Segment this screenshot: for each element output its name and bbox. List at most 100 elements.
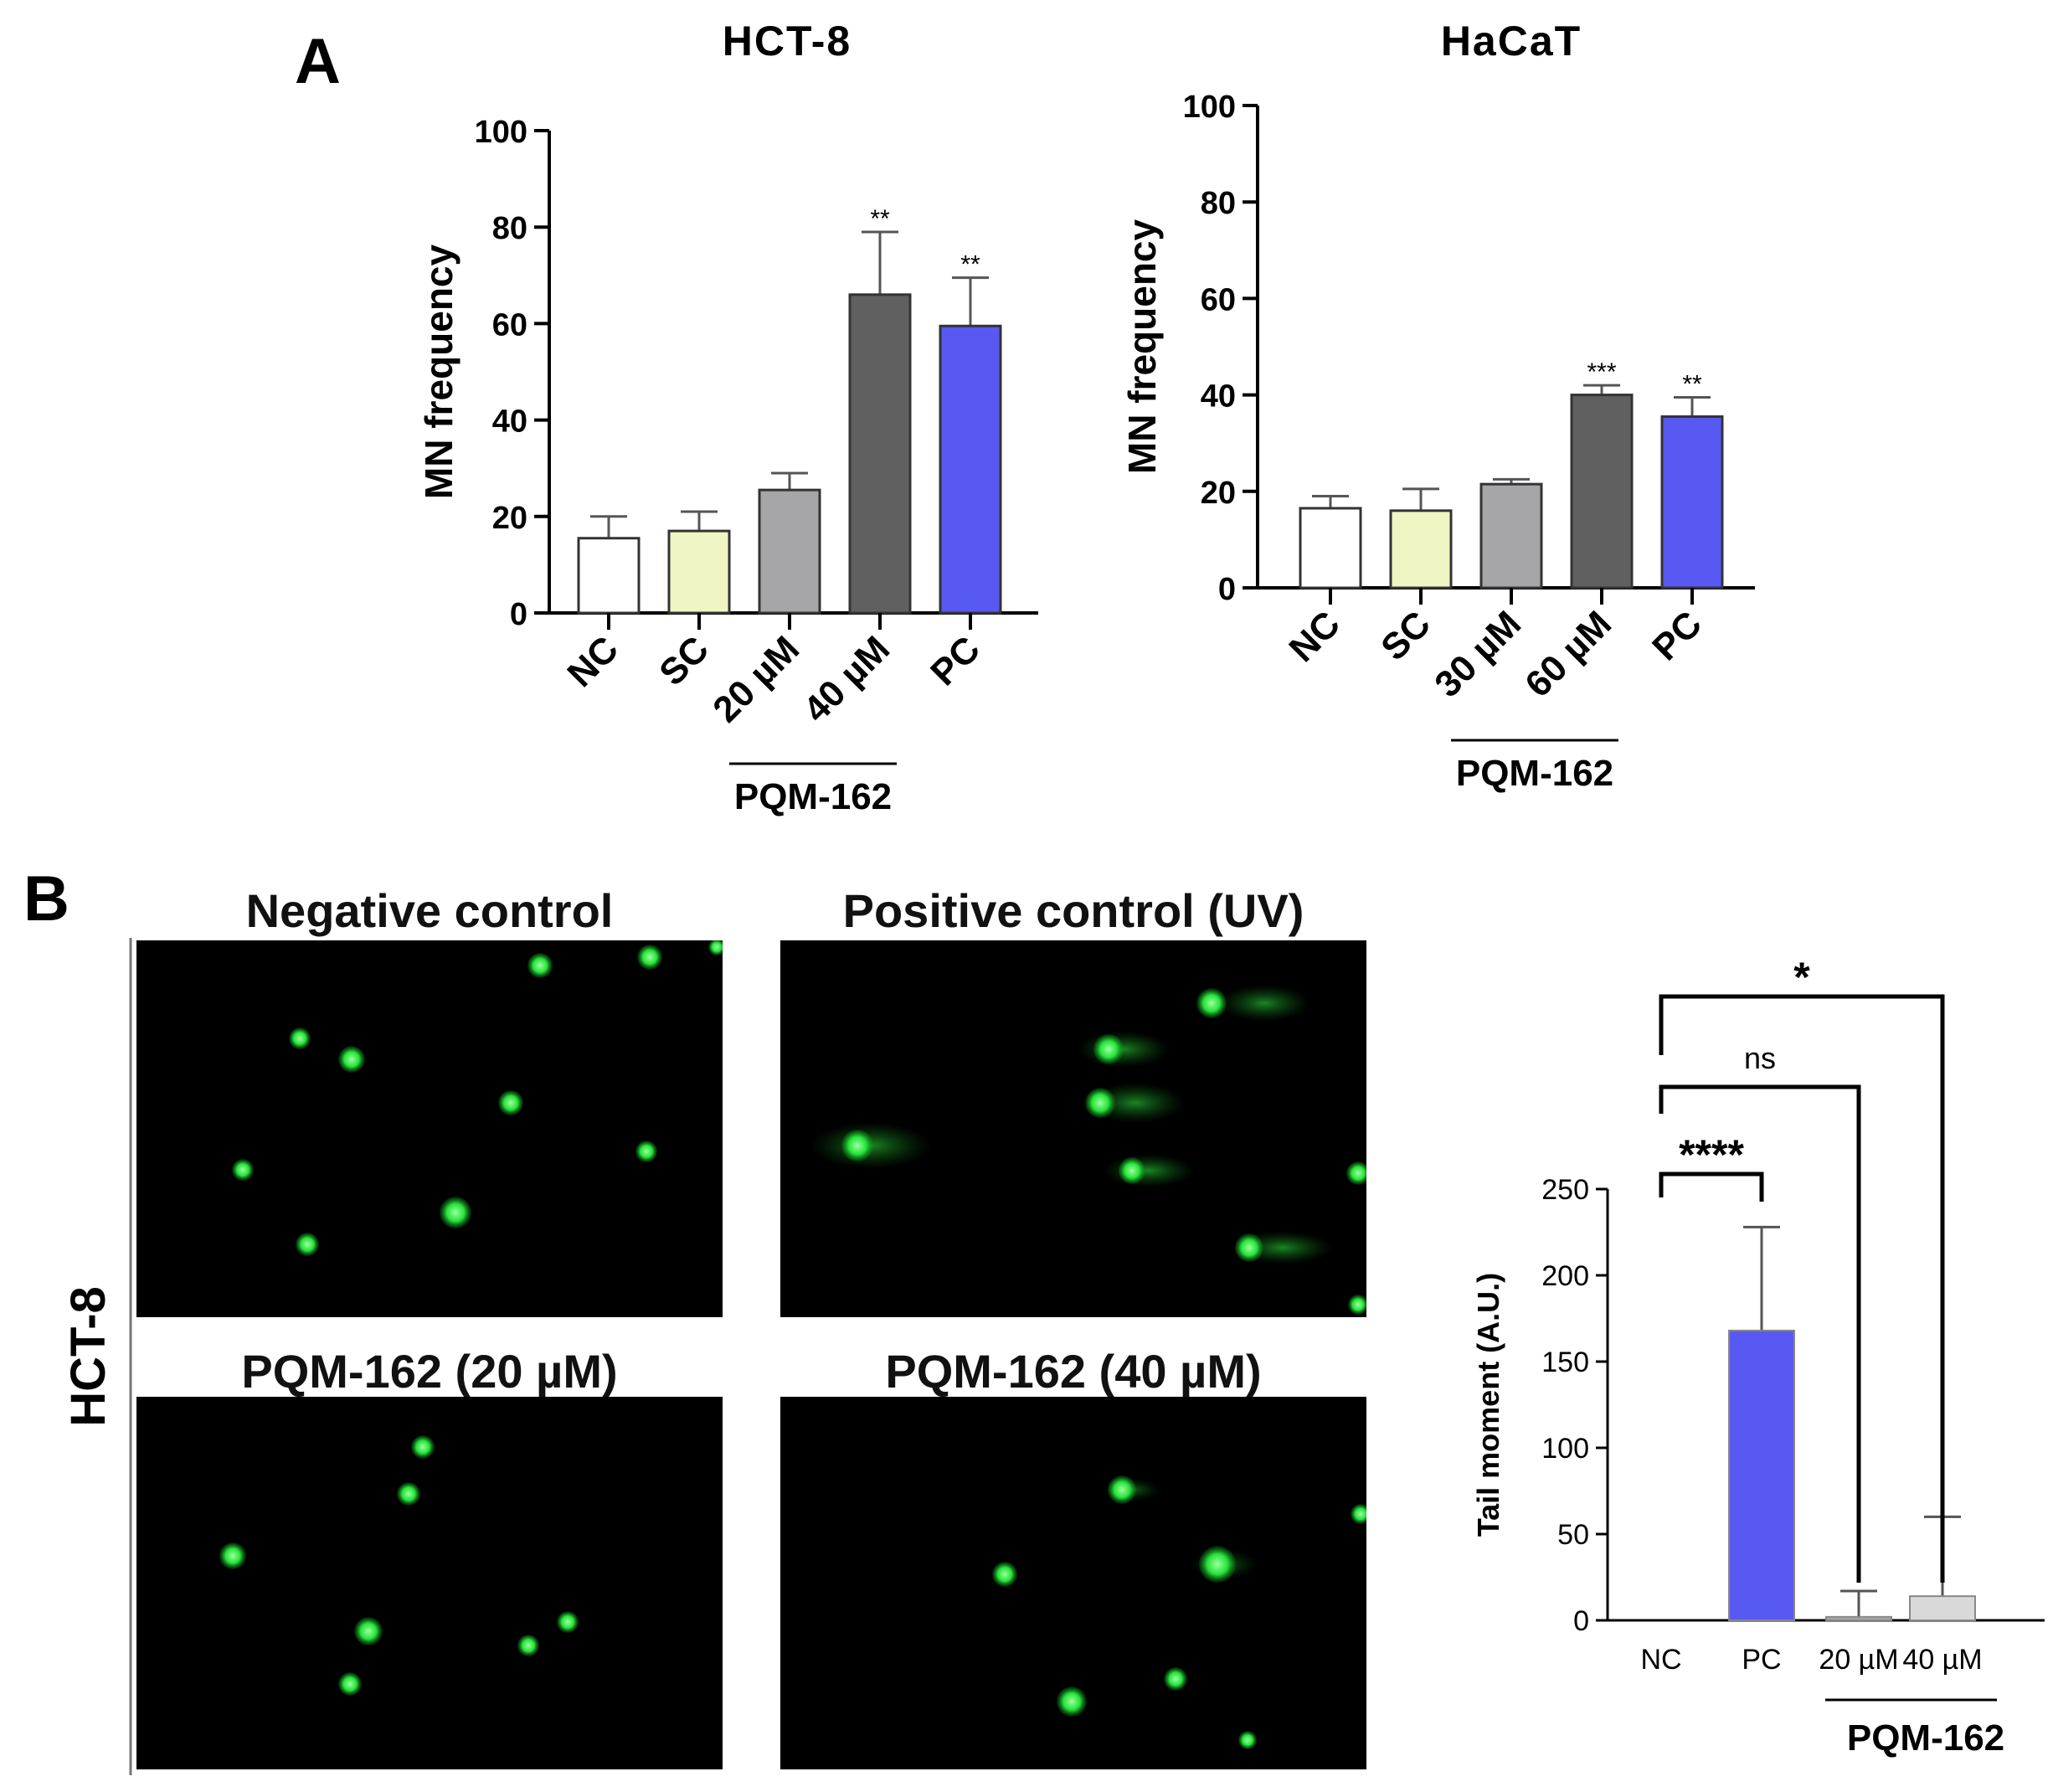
nucleus [1235, 1233, 1263, 1262]
x-tick-label: 20 µM [1819, 1644, 1898, 1676]
nucleus [354, 1617, 383, 1645]
nucleus [635, 1141, 657, 1162]
x-tick-label: PC [1742, 1644, 1781, 1676]
bar [1391, 511, 1451, 588]
nucleus [296, 1233, 319, 1256]
y-tick-label: 100 [1183, 90, 1236, 125]
nucleus [1238, 1731, 1257, 1749]
y-tick-label: 80 [492, 211, 527, 246]
nucleus [527, 953, 553, 978]
nucleus [232, 1159, 254, 1181]
x-tick-label: NC [1640, 1644, 1681, 1676]
nucleus [1348, 1295, 1366, 1315]
y-tick-label: 60 [492, 307, 527, 342]
y-axis-label: MN frequency [417, 245, 461, 500]
nucleus [498, 1090, 523, 1115]
comparison-label: * [1793, 954, 1810, 1001]
x-tick-label: PC [1644, 603, 1710, 668]
chart-title: HaCaT [1441, 18, 1582, 64]
micro-title-negative: Negative control [136, 883, 723, 938]
y-tick-label: 20 [1201, 476, 1236, 511]
comet-image-negative [136, 940, 723, 1317]
bar [1910, 1596, 1975, 1620]
comet-image-40um [780, 1397, 1366, 1769]
x-tick-label: SC [651, 628, 717, 693]
comet-tail [1218, 985, 1310, 1022]
x-tick-label: NC [1281, 603, 1348, 670]
significance-label: ** [960, 251, 980, 279]
nucleus [338, 1046, 365, 1073]
bar [1572, 395, 1632, 588]
x-tick-label: 60 µM [1517, 603, 1619, 705]
comet-image-positive [780, 940, 1366, 1317]
comet-image-20um [136, 1397, 723, 1769]
nucleus [1093, 1034, 1124, 1064]
y-tick-label: 50 [1557, 1519, 1589, 1551]
y-tick-label: 250 [1541, 1174, 1589, 1206]
nucleus [1351, 1504, 1366, 1524]
bar [1826, 1617, 1891, 1620]
bar [759, 490, 820, 613]
x-tick-label: PC [923, 628, 988, 693]
y-tick-label: 80 [1201, 186, 1236, 221]
nucleus [1085, 1088, 1115, 1118]
nucleus [841, 1130, 873, 1161]
comet-tail [1103, 1154, 1195, 1187]
y-tick-label: 150 [1541, 1347, 1589, 1378]
y-tick-label: 0 [510, 597, 527, 632]
x-tick-label: SC [1373, 603, 1438, 668]
y-tick-label: 40 [492, 404, 527, 440]
nucleus [397, 1482, 420, 1506]
y-tick-label: 0 [1218, 572, 1236, 607]
nucleus [708, 940, 723, 955]
group-label: PQM-162 [1847, 1717, 2004, 1759]
nucleus [289, 1027, 311, 1049]
nucleus [557, 1611, 579, 1633]
bar [850, 295, 910, 613]
x-tick-label: 40 µM [795, 628, 898, 730]
significance-label: *** [1587, 358, 1616, 386]
bar [579, 538, 639, 613]
nucleus [992, 1562, 1017, 1587]
significance-label: ** [1682, 370, 1702, 398]
group-label: PQM-162 [1456, 753, 1613, 794]
bar [1481, 484, 1541, 588]
nucleus [1346, 1161, 1366, 1185]
x-tick-label: 40 µM [1902, 1644, 1982, 1676]
nucleus [219, 1542, 246, 1569]
panel-letter-b: B [23, 863, 69, 935]
significance-label: ** [870, 205, 890, 233]
y-axis-label: MN frequency [1120, 219, 1164, 475]
nucleus [1057, 1686, 1087, 1717]
x-tick-label: 20 µM [705, 628, 807, 730]
comparison-label: ns [1744, 1041, 1776, 1075]
nucleus [1108, 1475, 1136, 1504]
y-tick-label: 100 [475, 115, 527, 150]
bar [669, 531, 729, 613]
bar [940, 326, 1001, 613]
micro-title-positive: Positive control (UV) [780, 883, 1366, 938]
y-tick-label: 100 [1541, 1433, 1589, 1465]
nucleus [517, 1635, 539, 1656]
comparison-label: **** [1679, 1131, 1744, 1178]
micro-title-40um: PQM-162 (40 µM) [780, 1344, 1366, 1398]
y-tick-label: 0 [1573, 1605, 1589, 1637]
nucleus [637, 945, 662, 970]
panel-letter-a: A [295, 25, 341, 98]
tail-moment-chart: Tail moment (A.U.) 0 50 100 150 200 250 NC PC 20 … [1440, 913, 2051, 1790]
y-tick-label: 200 [1541, 1260, 1589, 1292]
y-axis-label: Tail moment (A.U.) [1471, 1273, 1505, 1537]
nucleus [338, 1672, 362, 1696]
comparison-bracket [1661, 996, 1942, 1583]
group-label: PQM-162 [734, 776, 892, 817]
x-tick-label: 30 µM [1427, 603, 1529, 705]
nucleus [411, 1435, 435, 1459]
bar [1662, 417, 1722, 588]
y-tick-label: 60 [1201, 282, 1236, 317]
chart-title: HCT-8 [723, 18, 852, 64]
nucleus [1119, 1157, 1145, 1184]
y-tick-label: 40 [1201, 379, 1236, 415]
nucleus [1164, 1667, 1187, 1691]
